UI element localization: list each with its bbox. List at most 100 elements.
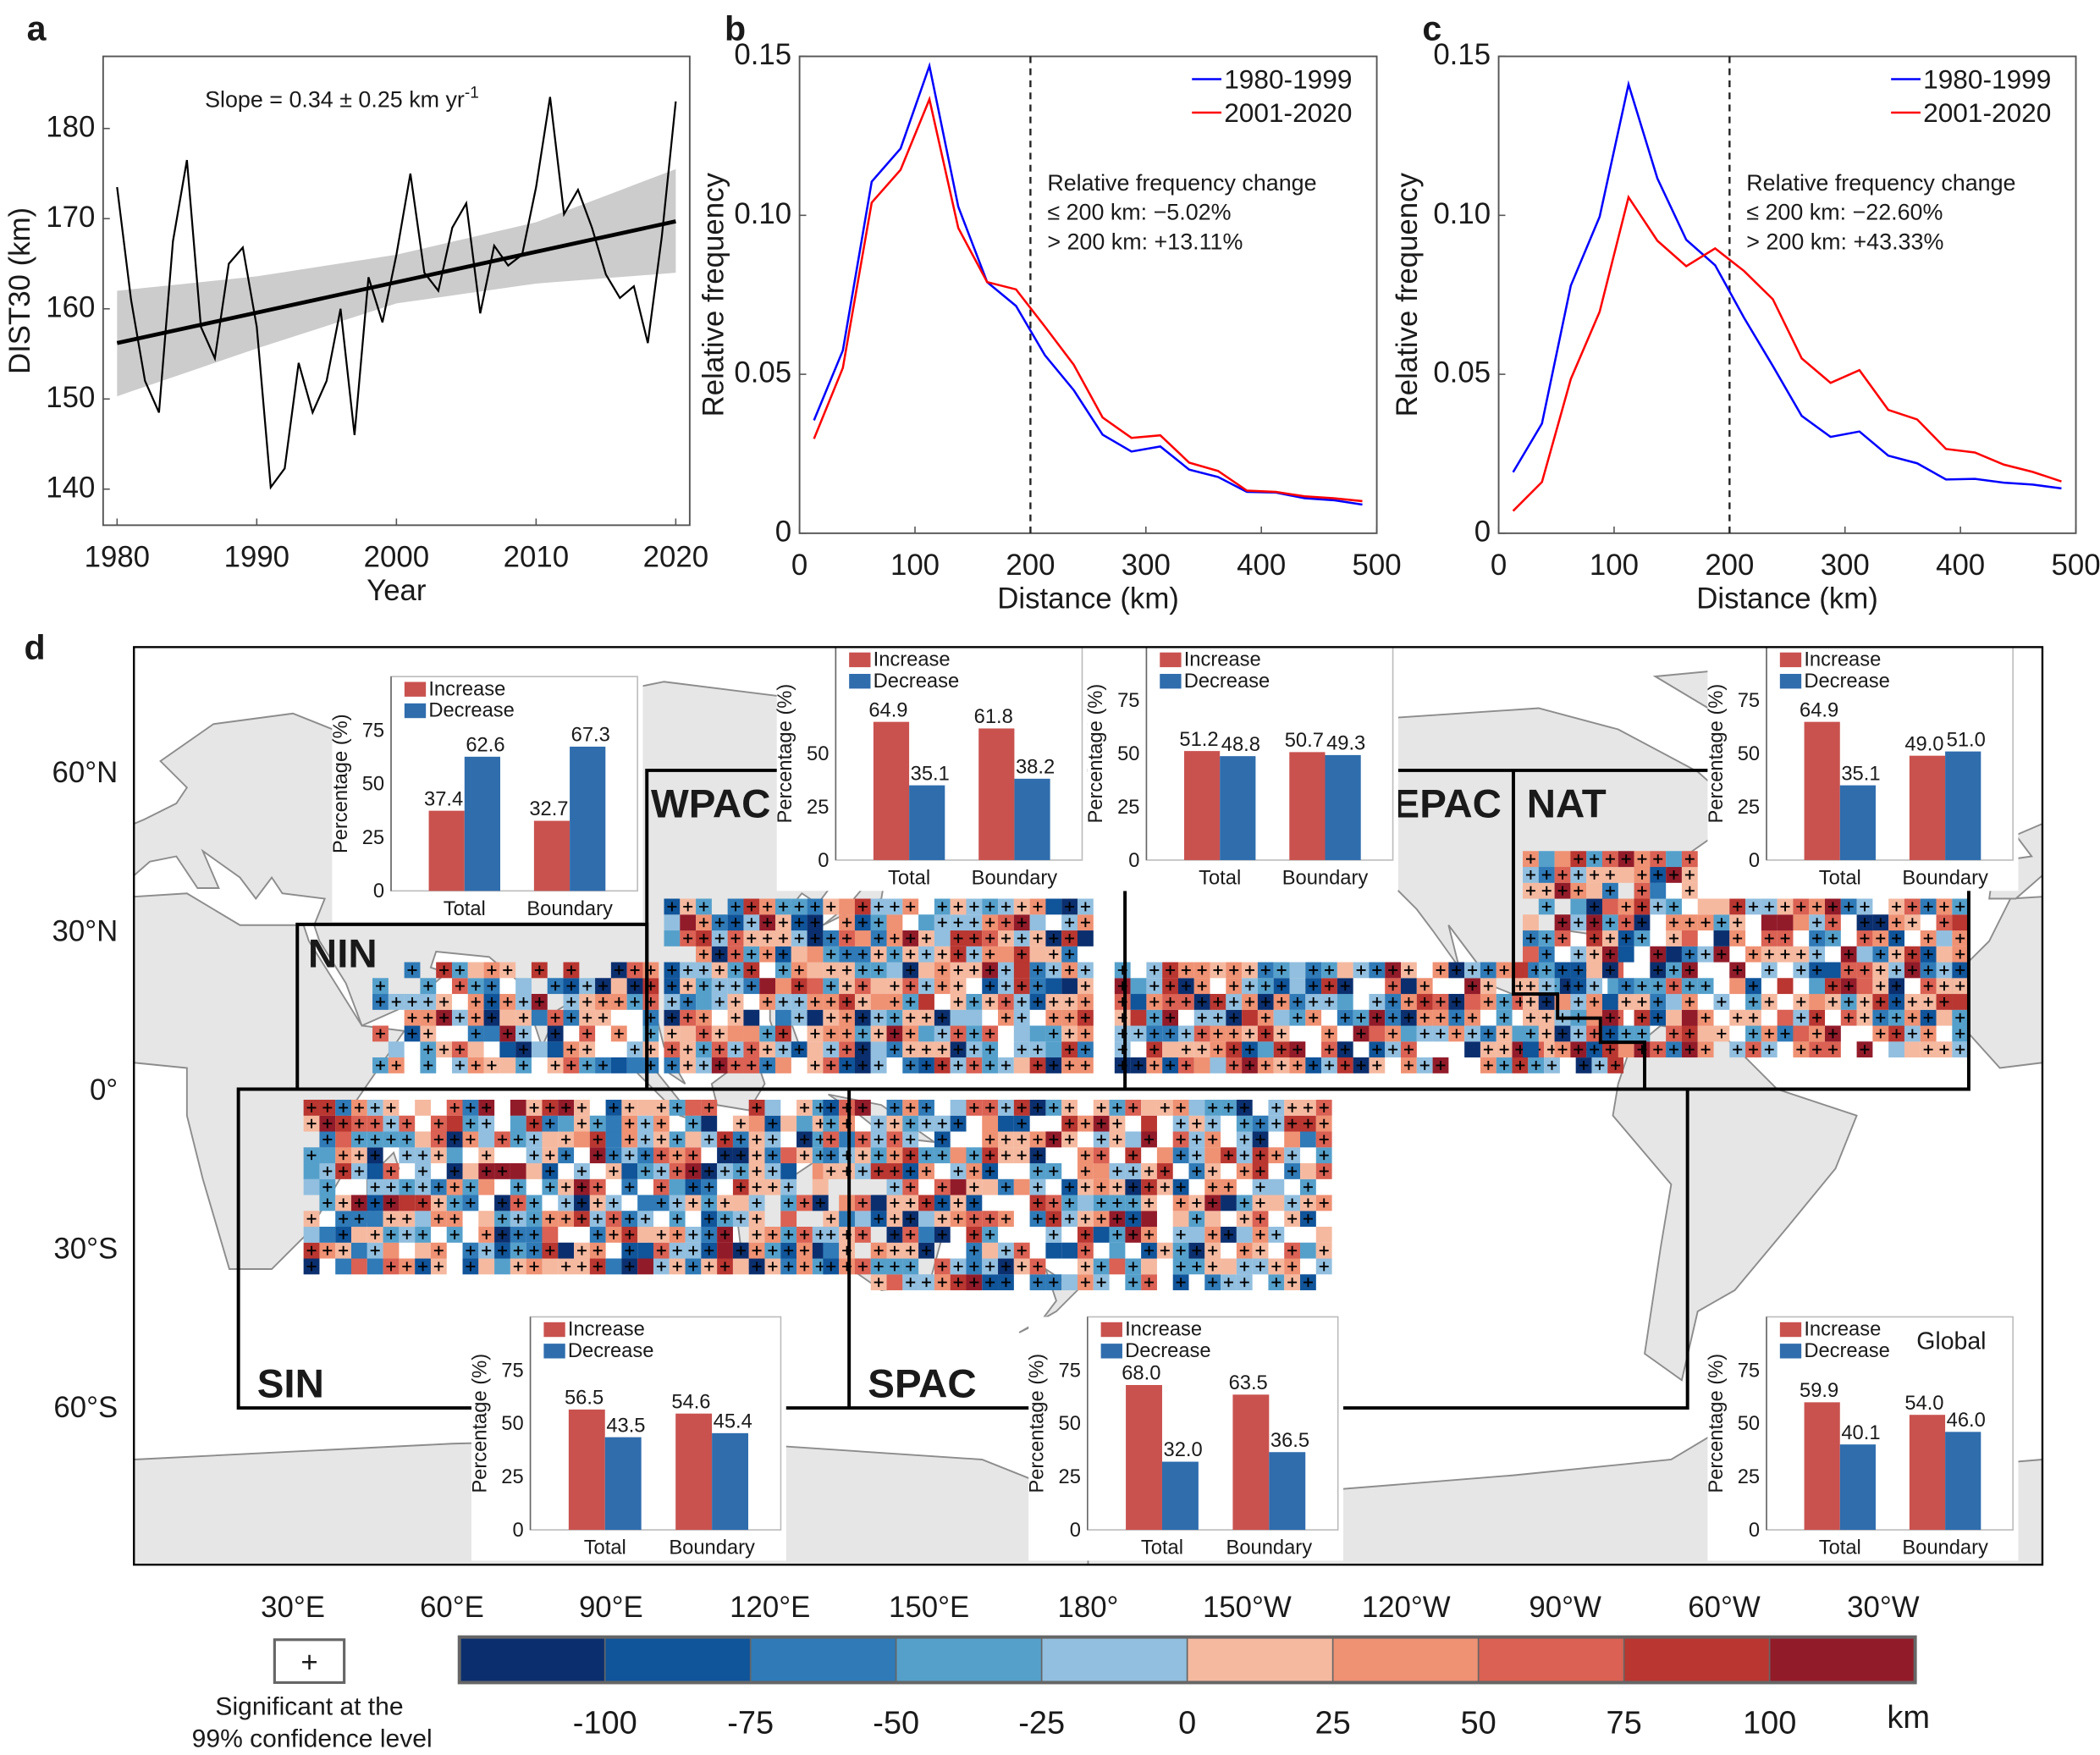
significance-plus-mark [1065,949,1075,959]
significance-plus-mark [641,1214,651,1224]
significance-plus-mark [1340,1045,1350,1055]
significance-plus-mark [720,1166,730,1176]
grid-cell [610,1057,627,1073]
bar-decrease-total [1220,756,1256,860]
significance-plus-mark [306,1102,317,1112]
significance-plus-mark [1213,1029,1223,1039]
significance-plus-mark [550,1060,560,1070]
significance-plus-mark [1096,1102,1106,1112]
significance-plus-mark [1605,949,1615,959]
significance-plus-mark [1309,1013,1319,1023]
significance-plus-mark [1017,918,1027,928]
significance-plus-mark [322,1198,333,1208]
significance-plus-mark [1293,1045,1303,1055]
panel-letter: c [1422,9,1441,48]
significance-plus-mark [1325,1045,1334,1055]
significance-plus-mark [1149,1013,1160,1023]
significance-plus-mark [1144,1198,1154,1208]
significance-plus-mark [1033,965,1043,975]
legend-swatch-increase [1100,1322,1122,1338]
significance-plus-mark [1452,965,1462,975]
grid-cell [775,1057,791,1073]
significance-plus-mark [874,1118,884,1129]
significance-plus-mark [529,1229,539,1239]
inset-y-tick-label: 75 [1117,690,1139,712]
significance-plus-mark [1176,1245,1186,1256]
significance-plus-mark [842,1045,852,1055]
significance-plus-mark [874,1261,884,1272]
significance-plus-mark [1080,1182,1090,1192]
significance-plus-mark [1525,869,1535,880]
significance-plus-mark [1541,1013,1552,1023]
significance-plus-mark [826,949,836,959]
latitude-label: 30°N [52,915,118,948]
significance-plus-mark [1541,902,1552,912]
significance-plus-mark [874,965,884,975]
significance-plus-mark [1780,949,1790,959]
significance-plus-mark [937,1045,947,1055]
significance-plus-mark [857,1261,868,1272]
significance-plus-mark [1160,1166,1170,1176]
significance-plus-mark [1669,1029,1678,1039]
significance-plus-mark [768,1182,778,1192]
significance-plus-mark [784,1198,794,1208]
significance-plus-mark [1717,1029,1727,1039]
significance-plus-mark [1749,996,1758,1007]
significance-plus-mark [1239,1245,1249,1256]
grid-cell [748,1115,765,1132]
significance-plus-mark [890,1013,900,1023]
significance-plus-mark [730,1060,741,1070]
significance-plus-mark [784,1229,794,1239]
grid-cell [680,914,697,931]
legend-label: Decrease [1804,1340,1890,1362]
significance-plus-mark [582,981,593,991]
significance-plus-mark [1239,1166,1249,1176]
significance-plus-mark [953,1060,963,1070]
significance-plus-mark [736,1214,746,1224]
grid-cell [1242,1009,1258,1026]
significance-plus-mark [1096,1198,1106,1208]
significance-plus-mark [1309,965,1319,975]
significance-plus-mark [969,1214,979,1224]
significance-plus-mark [391,1060,401,1070]
significance-plus-mark [1653,965,1663,975]
significance-plus-mark [1080,981,1090,991]
grid-cell [669,1178,686,1195]
significance-plus-mark [1255,1166,1265,1176]
significance-plus-mark [1684,854,1695,864]
significance-plus-mark [752,1214,762,1224]
significance-plus-mark [402,1229,412,1239]
significance-plus-mark [763,918,773,928]
significance-plus-mark [1452,1013,1462,1023]
significance-plus-mark [800,1102,809,1112]
y-axis-label: Relative frequency [697,173,730,417]
colorbar-bin [1331,1636,1480,1684]
significance-plus-mark [1112,1118,1122,1129]
significance-plus-mark [1372,1060,1382,1070]
significance-plus-mark [1065,918,1075,928]
significance-plus-mark [906,1229,916,1239]
grid-cell [727,1025,744,1042]
significance-plus-mark [1892,902,1902,912]
significance-plus-mark [630,1045,640,1055]
significance-plus-mark [1276,1029,1287,1039]
significance-plus-mark [1276,965,1287,975]
significance-plus-mark [1287,1214,1298,1224]
significance-plus-mark [339,1102,349,1112]
grid-cell [388,1041,405,1058]
significance-plus-mark [625,1229,635,1239]
grid-cell [1713,930,1730,946]
grid-cell [1289,978,1306,995]
grid-cell [1029,1025,1046,1042]
significance-plus-mark [1605,1029,1615,1039]
significance-plus-mark [1574,996,1584,1007]
significance-plus-mark [826,1151,836,1161]
significance-plus-mark [874,949,884,959]
significance-plus-mark [1065,1060,1075,1070]
bar-decrease-boundary [1014,778,1050,860]
grid-cell [1130,1009,1147,1026]
grid-cell [1061,1274,1078,1291]
grid-cell [1666,851,1682,868]
significance-plus-mark [1796,1013,1806,1023]
